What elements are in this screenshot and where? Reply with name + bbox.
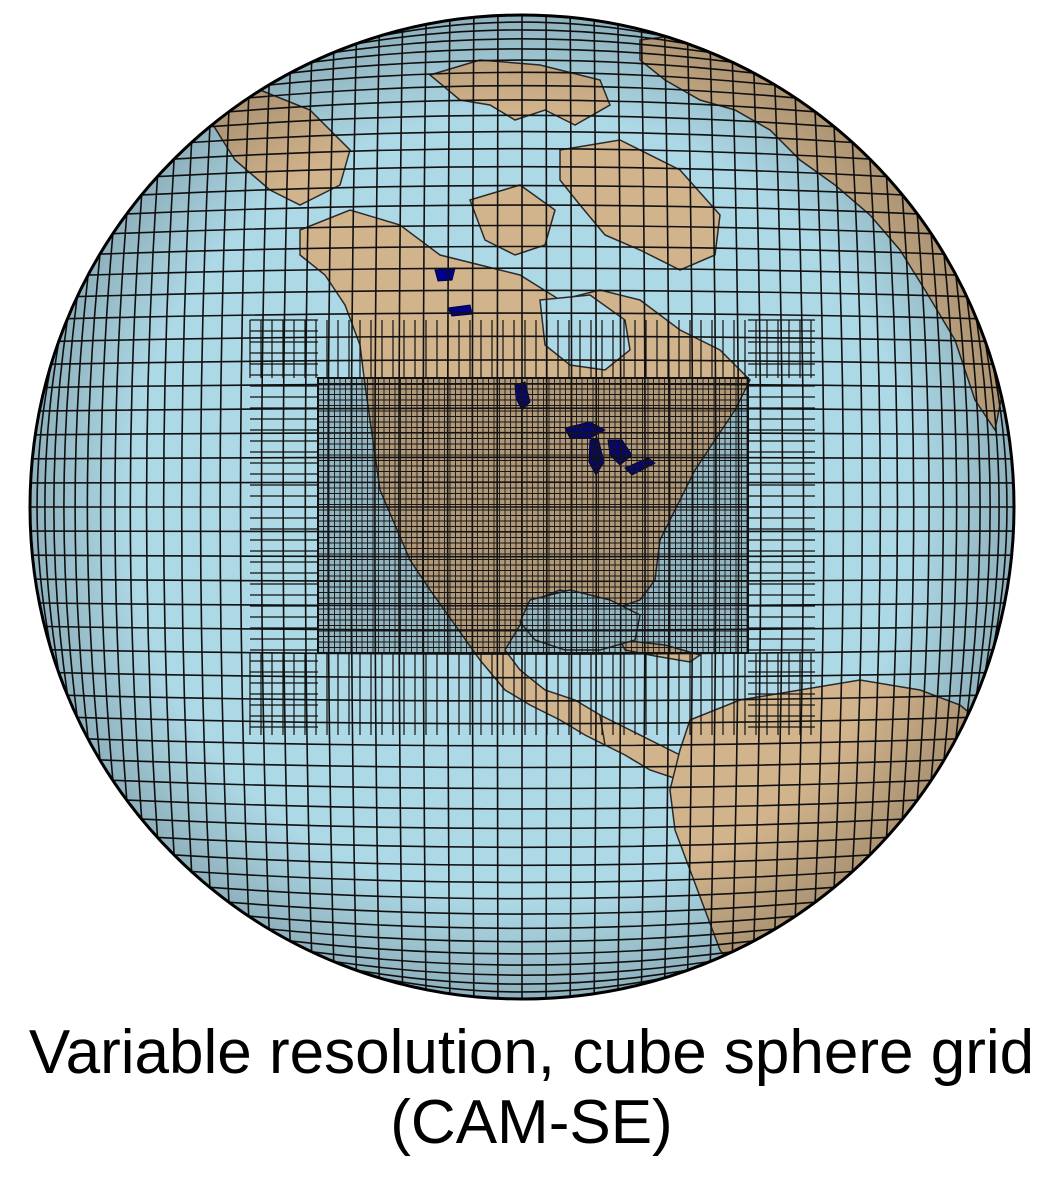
caption: Variable resolution, cube sphere grid (C… (0, 1018, 1063, 1158)
globe-map-svg (28, 13, 1016, 1001)
caption-line-1: Variable resolution, cube sphere grid (28, 1018, 1035, 1087)
globe-map (28, 13, 1016, 1001)
grid-line-vertical (1012, 482, 1014, 532)
globe-outline (28, 13, 1016, 1001)
grid-line-horizontal (497, 15, 547, 17)
grid-line-vertical (30, 482, 32, 532)
edge-shading (30, 15, 1014, 999)
caption-line-2: (CAM-SE) (390, 1088, 673, 1157)
